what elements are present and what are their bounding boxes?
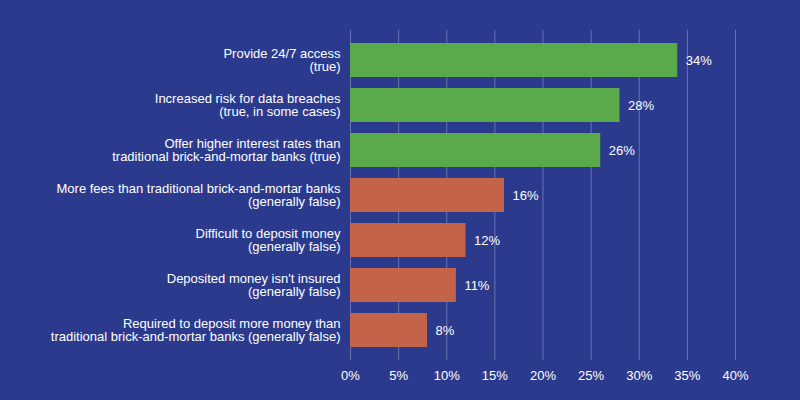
svg-text:0%: 0% (341, 368, 360, 383)
svg-text:11%: 11% (464, 278, 489, 293)
svg-text:15%: 15% (482, 368, 508, 383)
svg-text:10%: 10% (434, 368, 460, 383)
svg-text:Offer higher interest rates th: Offer higher interest rates thantraditio… (112, 136, 340, 164)
svg-text:Provide 24/7 access(true): Provide 24/7 access(true) (223, 46, 341, 74)
svg-text:12%: 12% (474, 233, 500, 248)
svg-text:26%: 26% (609, 143, 635, 158)
svg-text:30%: 30% (626, 368, 652, 383)
svg-text:16%: 16% (513, 188, 539, 203)
svg-text:40%: 40% (722, 368, 748, 383)
svg-text:35%: 35% (674, 368, 700, 383)
svg-text:20%: 20% (530, 368, 556, 383)
svg-text:5%: 5% (389, 368, 408, 383)
svg-text:28%: 28% (628, 98, 654, 113)
svg-text:Increased risk for data breach: Increased risk for data breaches(true, i… (155, 91, 341, 119)
svg-text:Difficult to deposit money(gen: Difficult to deposit money(generally fal… (196, 226, 341, 254)
svg-text:25%: 25% (578, 368, 604, 383)
svg-text:Deposited money isn't insured(: Deposited money isn't insured(generally … (167, 271, 341, 299)
svg-text:Required to deposit more money: Required to deposit more money thantradi… (51, 316, 341, 344)
svg-text:34%: 34% (686, 53, 712, 68)
svg-text:8%: 8% (436, 323, 455, 338)
svg-text:More fees than traditional bri: More fees than traditional brick-and-mor… (57, 181, 341, 209)
